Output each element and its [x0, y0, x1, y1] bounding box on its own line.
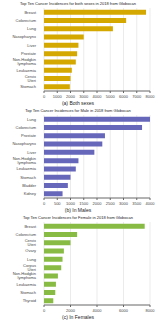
svg-text:CervixUteri: CervixUteri	[25, 238, 36, 247]
svg-text:Colorectum: Colorectum	[16, 232, 37, 237]
svg-text:3500: 3500	[132, 201, 142, 206]
svg-text:Stomach: Stomach	[20, 84, 36, 89]
svg-text:Breast: Breast	[24, 224, 36, 229]
svg-text:Bladder: Bladder	[22, 183, 36, 188]
svg-text:4000: 4000	[93, 94, 103, 99]
svg-text:2000: 2000	[66, 94, 76, 99]
svg-text:Nasopharynx: Nasopharynx	[12, 34, 36, 39]
svg-text:Kidney: Kidney	[24, 191, 36, 196]
svg-text:Non-Hodgkinlymphoma: Non-Hodgkinlymphoma	[13, 271, 37, 280]
svg-text:Prostate: Prostate	[21, 51, 37, 56]
svg-text:1000: 1000	[53, 94, 63, 99]
svg-text:500: 500	[54, 201, 61, 206]
svg-text:2500: 2500	[106, 201, 116, 206]
svg-text:3000: 3000	[119, 201, 129, 206]
svg-text:0: 0	[43, 308, 46, 313]
svg-text:Lung: Lung	[27, 26, 36, 31]
svg-text:Thyroid: Thyroid	[23, 298, 36, 303]
svg-text:6000: 6000	[119, 308, 129, 313]
svg-text:2000: 2000	[66, 308, 76, 313]
svg-text:7000: 7000	[132, 94, 142, 99]
svg-text:Breast: Breast	[24, 10, 36, 15]
svg-text:Stomach: Stomach	[20, 290, 36, 295]
svg-text:Stomach: Stomach	[20, 175, 36, 180]
svg-text:3000: 3000	[79, 94, 89, 99]
svg-text:2000: 2000	[93, 201, 103, 206]
svg-text:Leukaemia: Leukaemia	[16, 282, 36, 287]
svg-text:4000: 4000	[146, 201, 156, 206]
svg-text:0: 0	[43, 94, 46, 99]
svg-text:Non-Hodgkinlymphoma: Non-Hodgkinlymphoma	[13, 156, 37, 165]
svg-text:8000: 8000	[146, 94, 156, 99]
svg-text:8000: 8000	[146, 308, 156, 313]
svg-text:1000: 1000	[66, 201, 76, 206]
svg-text:0: 0	[43, 201, 46, 206]
svg-text:Leukaemia: Leukaemia	[16, 68, 36, 73]
svg-text:Non-Hodgkinlymphoma: Non-Hodgkinlymphoma	[13, 57, 37, 66]
svg-text:1500: 1500	[79, 201, 89, 206]
svg-text:Nasopharynx: Nasopharynx	[12, 141, 36, 146]
svg-text:Colorectum: Colorectum	[16, 125, 37, 130]
svg-text:Liver: Liver	[27, 43, 36, 48]
svg-text:5000: 5000	[106, 94, 116, 99]
svg-text:Leukaemia: Leukaemia	[16, 166, 36, 171]
svg-text:Lung: Lung	[27, 257, 36, 262]
svg-text:Ovary: Ovary	[25, 248, 36, 253]
svg-text:4000: 4000	[93, 308, 103, 313]
svg-text:CervixUteri: CervixUteri	[25, 74, 36, 83]
svg-text:Prostate: Prostate	[21, 133, 37, 138]
svg-text:Liver: Liver	[27, 150, 36, 155]
svg-text:Colorectum: Colorectum	[16, 18, 37, 23]
svg-text:Lung: Lung	[27, 117, 36, 122]
svg-text:6000: 6000	[119, 94, 129, 99]
